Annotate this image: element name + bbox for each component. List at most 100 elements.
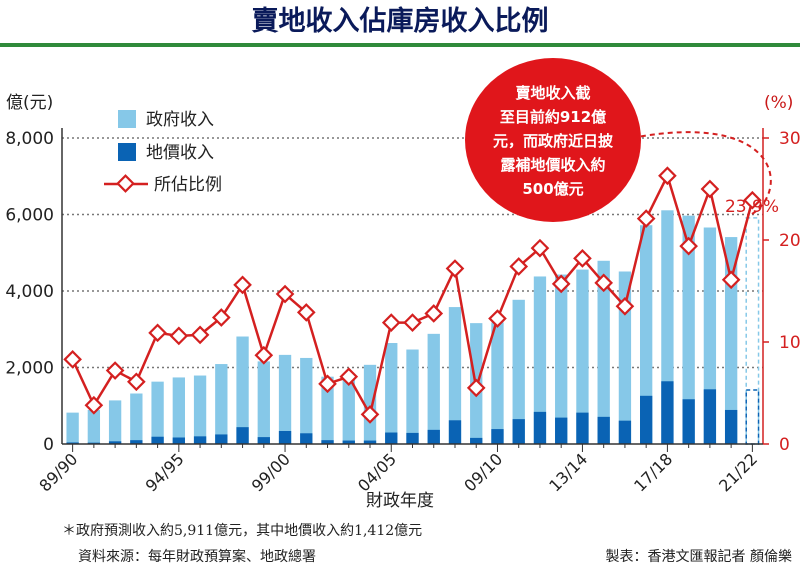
government-revenue-bar — [342, 375, 355, 444]
ratio-point — [148, 323, 167, 343]
ratio-point — [594, 273, 614, 293]
ratio-point — [275, 284, 295, 304]
footnote-estimate: ＊政府預測收入約5,911億元，其中地價收入約1,412億元 — [62, 523, 423, 539]
x-tick-label: 99/00 — [248, 449, 294, 495]
legend-label-government: 政府收入 — [146, 110, 214, 130]
ratio-point — [233, 275, 252, 295]
government-revenue-bar — [257, 361, 270, 444]
y-axis-label: 億(元) — [6, 93, 53, 113]
ratio-point — [105, 361, 125, 380]
ratio-point — [403, 313, 422, 332]
ratio-point — [721, 270, 741, 290]
land-revenue-bar — [618, 420, 632, 444]
government-revenue-bar — [576, 269, 589, 444]
ratio-point — [743, 190, 762, 210]
land-revenue-bar — [300, 433, 313, 444]
ratio-point — [318, 374, 337, 394]
land-revenue-bar — [215, 434, 228, 444]
ratio-point — [636, 209, 656, 228]
callout-bubble: 賣地收入截 至目前約912億 元，而政府近日披 露補地價收入約 500億元 — [465, 58, 772, 222]
land-revenue-bar — [363, 440, 377, 444]
legend-swatch-land — [118, 143, 136, 161]
government-revenue-bar — [278, 354, 292, 444]
callout-line-1: 賣地收入截 — [515, 84, 590, 102]
government-revenue-bar — [130, 393, 143, 444]
land-revenue-bar — [703, 389, 717, 444]
government-revenue-bar — [300, 357, 313, 444]
ratio-point — [339, 367, 359, 387]
government-revenue-bar — [724, 237, 738, 444]
government-revenue-bar — [172, 377, 185, 444]
callout-line-2: 至目前約912億 — [500, 108, 606, 126]
land-revenue-bar — [661, 381, 674, 444]
land-revenue-bar — [491, 429, 504, 444]
government-revenue-bar — [491, 322, 504, 444]
chart-title: 賣地收入佔庫房收入比例 — [252, 6, 549, 37]
government-revenue-bar — [618, 271, 632, 444]
x-tick-label: 04/05 — [354, 449, 400, 495]
land-revenue-bar — [427, 429, 440, 444]
government-revenue-bar — [640, 225, 653, 444]
government-revenue-bar — [193, 375, 207, 444]
ratio-point — [573, 249, 592, 268]
ratio-point — [254, 345, 274, 365]
government-revenue-bar — [512, 299, 525, 444]
y-tick-label: 6,000 — [5, 206, 54, 226]
government-revenue-bar — [597, 260, 610, 444]
land-revenue-bar — [448, 420, 462, 444]
government-revenue-bar — [66, 412, 79, 444]
government-revenue-bar — [236, 336, 249, 444]
x-tick-label: 94/95 — [142, 449, 188, 495]
callout-line-5: 500億元 — [522, 180, 583, 198]
land-revenue-bar — [108, 441, 122, 444]
legend-label-land: 地價收入 — [146, 143, 214, 163]
bar-layer — [66, 210, 760, 445]
ratio-point — [509, 257, 529, 276]
land-revenue-bar — [385, 432, 398, 444]
government-revenue-bar — [215, 364, 228, 444]
government-revenue-bar — [87, 409, 101, 444]
government-revenue-bar — [427, 333, 440, 444]
y-tick-label: 8,000 — [5, 129, 54, 149]
government-revenue-bar — [363, 364, 377, 444]
y-tick-label: 4,000 — [5, 282, 54, 302]
land-revenue-bar — [278, 430, 292, 444]
land-revenue-bar — [597, 416, 610, 444]
ratio-point — [211, 308, 231, 327]
x-tick-label: 21/22 — [715, 449, 761, 495]
land-revenue-bar — [470, 437, 483, 444]
land-revenue-bar — [193, 436, 207, 444]
land-revenue-bar — [406, 432, 419, 444]
land-revenue-bar — [321, 440, 334, 444]
government-revenue-bar — [385, 343, 398, 444]
legend-swatch-government — [118, 110, 136, 128]
land-revenue-bar — [724, 409, 738, 444]
footnote-source: 資料來源：每年財政預算案、地政總署 — [78, 549, 316, 565]
x-tick-label: 09/10 — [460, 449, 506, 495]
land-revenue-bar — [640, 395, 653, 444]
land-revenue-bar — [130, 440, 143, 444]
land-revenue-bar — [66, 442, 79, 444]
government-revenue-bar — [533, 276, 547, 444]
x-tick-label: 17/18 — [630, 449, 676, 495]
land-revenue-bar — [257, 437, 270, 444]
y2-axis-label: (%) — [764, 93, 793, 113]
ratio-point — [679, 236, 698, 256]
ratio-point — [296, 303, 316, 322]
government-revenue-bar — [151, 381, 164, 444]
ratio-point — [360, 405, 380, 424]
callout-ellipse — [465, 58, 641, 222]
ratio-point — [381, 313, 401, 332]
government-revenue-bar-estimate — [745, 217, 760, 445]
government-revenue-bar — [448, 307, 462, 444]
x-axis-label: 財政年度 — [366, 491, 434, 511]
ratio-point — [63, 350, 82, 369]
ratio-point — [658, 166, 677, 186]
land-revenue-bar — [151, 436, 164, 444]
y2-tick-label: 10 — [779, 333, 800, 353]
x-tick-label: 89/90 — [35, 449, 81, 495]
ratio-line-layer — [63, 166, 762, 424]
land-revenue-bar — [533, 411, 547, 444]
